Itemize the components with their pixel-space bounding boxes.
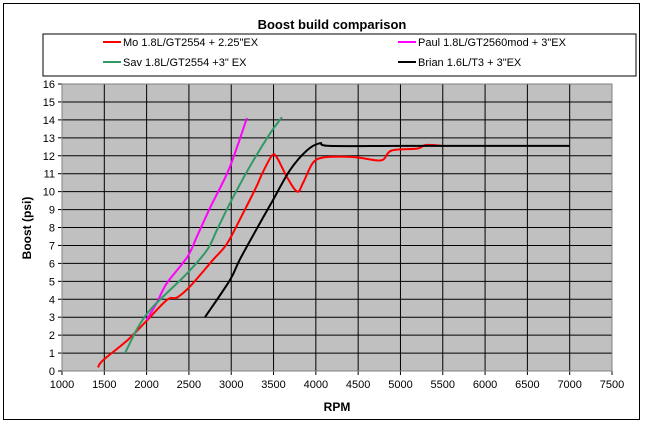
x-tick-label: 3000	[219, 379, 243, 391]
x-tick-label: 2000	[134, 379, 158, 391]
x-tick-label: 6500	[515, 379, 539, 391]
y-tick-label: 13	[43, 133, 55, 145]
x-tick-label: 3500	[261, 379, 285, 391]
x-tick-label: 7000	[557, 379, 581, 391]
series-lines	[97, 116, 570, 368]
chart-border	[3, 3, 640, 420]
y-tick-label: 4	[49, 294, 55, 306]
legend-label: Brian 1.6L/T3 + 3"EX	[418, 57, 522, 69]
y-tick-label: 15	[43, 97, 55, 109]
legend-label: Paul 1.8L/GT2560mod + 3"EX	[418, 37, 567, 49]
x-tick-label: 6000	[473, 379, 497, 391]
gridlines	[58, 83, 613, 375]
series-line-0	[97, 143, 443, 368]
y-tick-label: 2	[49, 330, 55, 342]
legend: Mo 1.8L/GT2554 + 2.25"EX Paul 1.8L/GT2560…	[103, 37, 567, 69]
y-tick-label: 1	[49, 348, 55, 360]
series-line-3	[204, 142, 570, 318]
plot-border	[61, 83, 613, 372]
y-tick-label: 12	[43, 151, 55, 163]
chart-title: Boost build comparison	[258, 17, 407, 32]
y-tick-label: 11	[44, 169, 55, 181]
y-tick-label: 7	[49, 240, 55, 252]
x-tick-label: 4000	[304, 379, 328, 391]
y-tick-label: 9	[49, 205, 55, 217]
x-tick-label: 4500	[346, 379, 370, 391]
y-tick-label: 10	[43, 187, 55, 199]
x-tick-label: 5000	[388, 379, 412, 391]
y-tick-label: 14	[43, 115, 55, 127]
y-tick-label: 0	[49, 366, 55, 378]
legend-box	[42, 33, 637, 77]
x-tick-label: 2500	[177, 379, 201, 391]
x-tick-label: 1000	[50, 379, 74, 391]
series-line-2	[124, 116, 283, 354]
y-tick-label: 3	[49, 312, 55, 324]
y-tick-label: 5	[49, 276, 55, 288]
y-tick-label: 8	[49, 223, 55, 235]
x-tick-label: 1500	[92, 379, 116, 391]
x-axis-label: RPM	[324, 400, 351, 414]
legend-label: Sav 1.8L/GT2554 +3" EX	[123, 57, 247, 69]
y-axis-label: Boost (psi)	[20, 197, 34, 260]
legend-label: Mo 1.8L/GT2554 + 2.25"EX	[123, 37, 259, 49]
series-line-1	[145, 117, 248, 321]
y-tick-label: 6	[49, 258, 55, 270]
x-tick-label: 7500	[600, 379, 624, 391]
x-tick-label: 5500	[431, 379, 455, 391]
y-tick-label: 16	[43, 79, 55, 91]
